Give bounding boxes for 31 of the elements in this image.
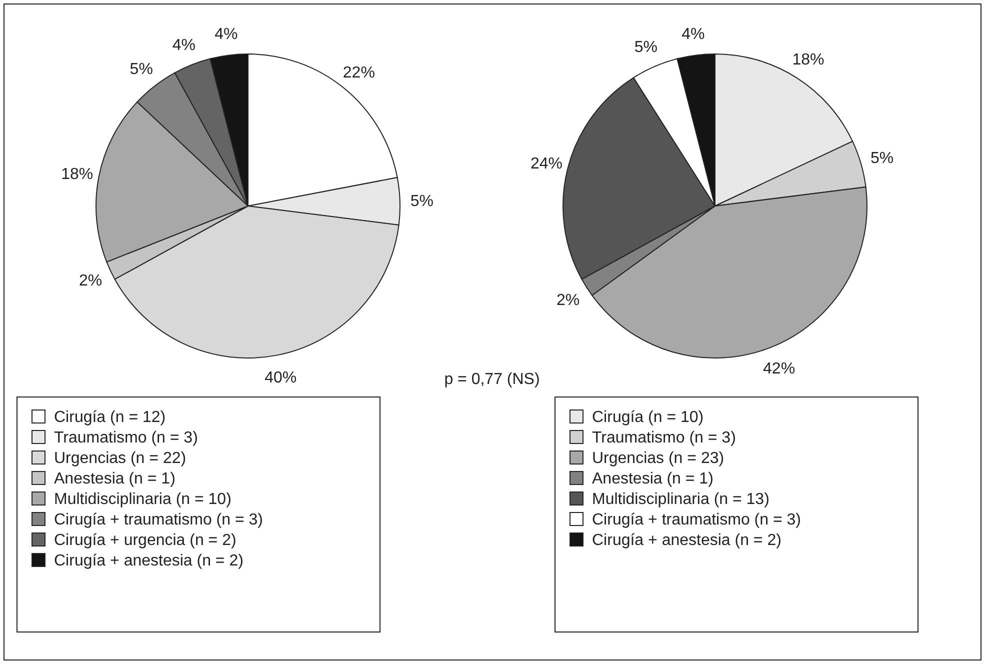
data-label: 24% <box>530 155 562 172</box>
legend-label: Anestesia (n = 1) <box>592 470 714 488</box>
legend-label: Cirugía (n = 12) <box>54 409 166 426</box>
data-label: 18% <box>792 52 824 69</box>
legend-label: Traumatismo (n = 3) <box>54 430 198 446</box>
data-label: 18% <box>61 166 94 183</box>
legend-label: Multidisciplinaria (n = 13) <box>592 491 770 508</box>
legend-label: Urgencias (n = 23) <box>592 450 724 467</box>
legend-label: Cirugía + traumatismo (n = 3) <box>54 512 263 528</box>
data-label: 4% <box>214 26 238 43</box>
legend-label: Traumatismo (n = 3) <box>592 430 736 446</box>
data-label: 5% <box>410 193 434 210</box>
legend-label: Cirugía + anestesia (n = 2) <box>54 552 244 570</box>
data-label: 42% <box>763 360 796 378</box>
legend-label: Urgencias (n = 22) <box>54 450 186 467</box>
data-label: 22% <box>342 64 375 82</box>
data-label: 4% <box>172 36 196 54</box>
legend-label: Multidisciplinaria (n = 10) <box>54 491 232 508</box>
text: p = 0,77 (NS) <box>444 371 540 388</box>
data-label: 5% <box>130 61 153 78</box>
data-label: 2% <box>556 292 580 309</box>
data-label: 40% <box>264 370 297 387</box>
legend-label: Cirugía (n = 10) <box>592 409 704 426</box>
legend-label: Cirugía + urgencia (n = 2) <box>54 532 236 549</box>
data-label: 2% <box>79 272 102 290</box>
data-label: 5% <box>870 150 894 168</box>
data-label: 5% <box>634 38 658 56</box>
legend-label: Cirugía + anestesia (n = 2) <box>592 532 782 549</box>
legend-label: Cirugía + traumatismo (n = 3) <box>592 512 801 528</box>
data-label: 4% <box>682 26 705 43</box>
legend-label: Anestesia (n = 1) <box>54 470 176 488</box>
